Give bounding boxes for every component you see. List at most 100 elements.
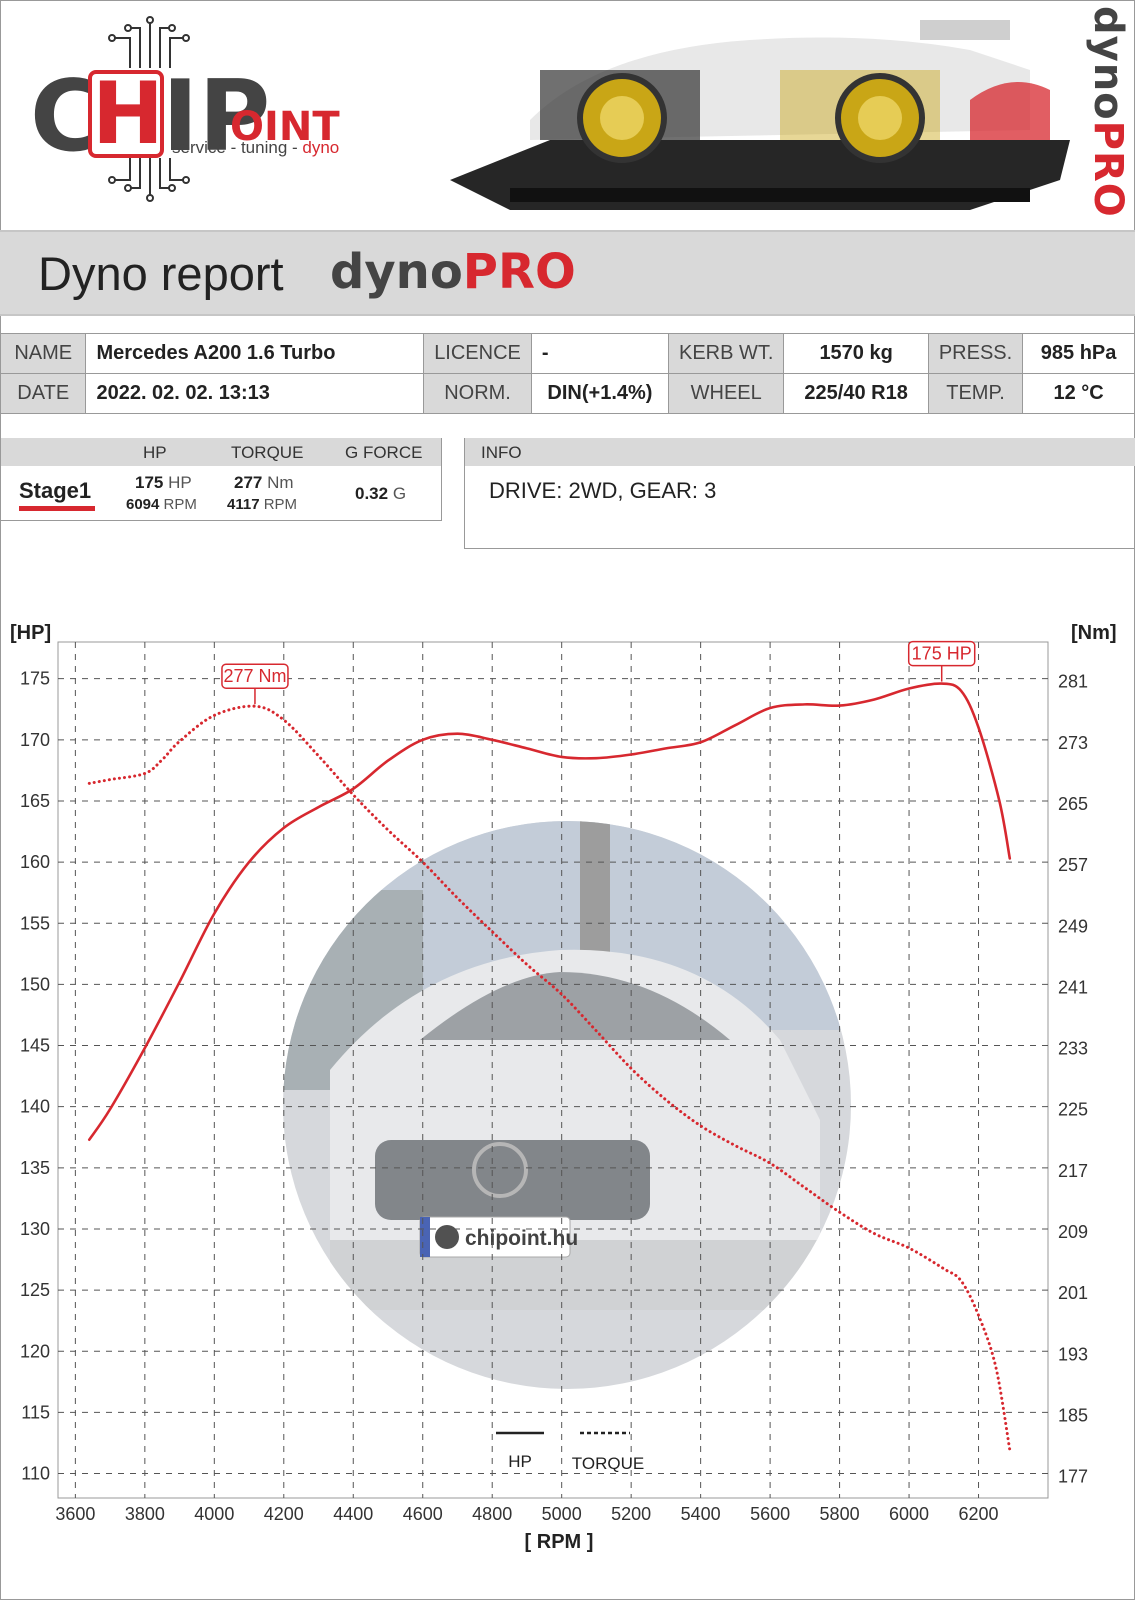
gforce-value: 0.32 G (355, 484, 406, 504)
table-row: NAME Mercedes A200 1.6 Turbo LICENCE - K… (0, 333, 1135, 374)
x-tick-label: 5600 (750, 1504, 790, 1524)
norm-label: NORM. (423, 373, 532, 414)
max-hp-number: 175 (135, 473, 164, 492)
x-tick-label: 5200 (611, 1504, 651, 1524)
kerb-label: KERB WT. (667, 333, 785, 374)
x-tick-label: 6200 (959, 1504, 999, 1524)
dynopro-title-logo: dynoPRO (330, 244, 576, 300)
brand-dyno-vertical: dyno (1085, 6, 1131, 121)
tagline-dyno: dyno (302, 138, 340, 157)
y-left-tick-label: 150 (20, 974, 50, 994)
info-text: DRIVE: 2WD, GEAR: 3 (489, 478, 717, 503)
annotation-label: 175 HP (912, 644, 972, 664)
x-tick-label: 4600 (403, 1504, 443, 1524)
stage-underline (19, 506, 95, 511)
x-axis-title: [ RPM ] (525, 1531, 594, 1553)
y-right-tick-label: 193 (1058, 1344, 1088, 1364)
y-right-tick-label: 185 (1058, 1405, 1088, 1425)
y-left-tick-label: 155 (20, 913, 50, 933)
x-tick-label: 4800 (472, 1504, 512, 1524)
hp-unit: HP (168, 473, 192, 492)
y-left-tick-label: 120 (20, 1341, 50, 1361)
gforce-unit: G (392, 484, 407, 503)
torque-unit: Nm (267, 473, 294, 492)
report-title-band: Dyno report dynoPRO (0, 230, 1135, 316)
max-torque-number: 277 (234, 473, 263, 492)
y-right-tick-label: 257 (1058, 855, 1088, 875)
logo-letter-h: H (88, 70, 164, 158)
press-value: 985 hPa (1022, 333, 1135, 374)
x-tick-label: 5800 (820, 1504, 860, 1524)
y-right-tick-label: 233 (1058, 1039, 1088, 1059)
y-right-tick-label: 201 (1058, 1283, 1088, 1303)
y-left-tick-label: 115 (21, 1402, 50, 1422)
report-title: Dyno report (38, 247, 284, 300)
y-right-tick-label: 249 (1058, 916, 1088, 936)
info-header: INFO (465, 438, 1135, 466)
dyno-chart: chipoint.hu 3600 3800 4000 4200 4400 4600 4800… (20, 640, 1088, 1553)
torque-series-line (87, 704, 1012, 1452)
y-right-tick-label: 241 (1058, 977, 1088, 997)
x-tick-label: 5000 (542, 1504, 582, 1524)
chipoint-logo: C H IP OINT service - tuning - dyno (30, 8, 360, 208)
kerb-value: 1570 kg (783, 333, 929, 374)
name-label: NAME (0, 333, 87, 374)
temp-label: TEMP. (927, 373, 1024, 414)
y-left-tick-label: 130 (20, 1219, 50, 1239)
license-plate-text: chipoint.hu (465, 1227, 578, 1250)
brand-pro-vertical: PRO (1085, 120, 1131, 218)
temp-value: 12 °C (1022, 373, 1135, 414)
logo-letters-ip: IP (162, 60, 271, 174)
licence-value: - (530, 333, 669, 374)
date-value: 2022. 02. 02. 13:13 (85, 373, 425, 414)
y-right-tick-label: 225 (1058, 1100, 1088, 1120)
chart-layer: 3600 3800 4000 4200 4400 4600 4800 5000 5200 5400… (20, 640, 1088, 1553)
results-header: HP TORQUE G FORCE (1, 438, 441, 466)
x-tick-label: 3800 (125, 1504, 165, 1524)
car-photo: chipoint.hu (283, 821, 851, 1389)
x-tick-label: 4400 (333, 1504, 373, 1524)
y-right-tick-label: 177 (1058, 1467, 1088, 1487)
y-left-tick-label: 135 (20, 1158, 50, 1178)
y-right-tick-label: 217 (1058, 1161, 1088, 1181)
legend-torque-label: TORQUE (572, 1454, 644, 1473)
y-left-tick-label: 160 (20, 852, 50, 872)
x-tick-label: 4200 (264, 1504, 304, 1524)
title-brand-dyno: dyno (330, 244, 463, 300)
max-torque-rpm: 4117 RPM (227, 496, 297, 513)
vehicle-info-table: NAME Mercedes A200 1.6 Turbo LICENCE - K… (0, 333, 1135, 414)
hp-header: HP (143, 443, 167, 462)
plot-frame (57, 641, 1049, 1499)
y-right-tick-label: 209 (1058, 1222, 1088, 1242)
info-box: INFO DRIVE: 2WD, GEAR: 3 (464, 438, 1135, 549)
max-torque-rpm-number: 4117 (227, 496, 260, 513)
name-value: Mercedes A200 1.6 Turbo (85, 333, 425, 374)
annotation-badge (907, 640, 976, 667)
y-left-tick-label: 170 (20, 730, 50, 750)
rpm-unit: RPM (263, 496, 298, 513)
y-left-tick-label: 110 (21, 1464, 50, 1484)
circuit-icon (108, 16, 190, 202)
norm-value: DIN(+1.4%) (530, 373, 669, 414)
max-hp-rpm: 6094 RPM (126, 496, 197, 513)
table-row: DATE 2022. 02. 02. 13:13 NORM. DIN(+1.4%… (0, 373, 1135, 414)
annotation-label: 277 Nm (223, 666, 286, 686)
max-hp-value: 175 HP (135, 473, 192, 493)
hp-series-line (87, 682, 1012, 1142)
x-tick-label: 5400 (681, 1504, 721, 1524)
licence-label: LICENCE (423, 333, 532, 374)
x-tick-label: 4000 (194, 1504, 234, 1524)
press-label: PRESS. (927, 333, 1024, 374)
logo-tagline: service - tuning - dyno (172, 138, 339, 158)
y-left-tick-label: 140 (20, 1097, 50, 1117)
gforce-number: 0.32 (355, 484, 389, 503)
max-hp-rpm-number: 6094 (126, 496, 160, 513)
info-label: INFO (481, 443, 522, 462)
y-left-tick-label: 175 (20, 669, 50, 689)
x-tick-label: 3600 (55, 1504, 95, 1524)
stage-label: Stage1 (19, 478, 92, 503)
y-left-tick-label: 145 (20, 1036, 50, 1056)
x-tick-label: 6000 (889, 1504, 929, 1524)
legend-hp-label: HP (508, 1452, 532, 1471)
results-box: HP TORQUE G FORCE Stage1 175 HP 6094 RPM… (0, 438, 442, 521)
